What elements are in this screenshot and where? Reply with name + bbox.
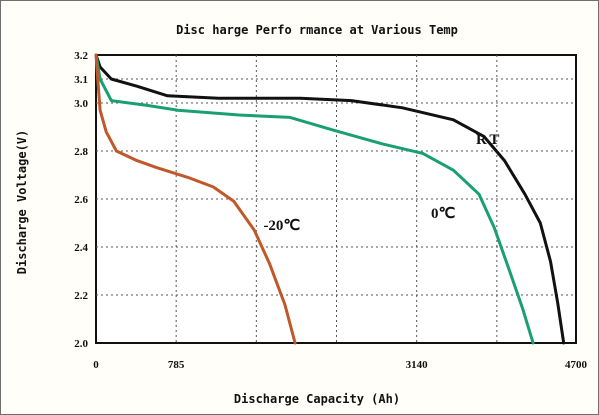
series-line-20 <box>94 53 297 345</box>
series-label-0: 0℃ <box>431 206 456 222</box>
y-tick-label: 2.2 <box>74 290 88 302</box>
x-tick-label: 3140 <box>406 359 429 371</box>
series-layer <box>94 53 566 345</box>
y-tick-label: 2.8 <box>74 146 88 158</box>
y-tick-label: 2.6 <box>74 194 88 206</box>
x-tick-label: 4700 <box>565 359 588 371</box>
series-line-rt <box>94 53 566 345</box>
series-label-20: -20℃ <box>263 218 300 234</box>
x-axis-label: Discharge Capacity (Ah) <box>234 392 400 406</box>
x-tick-label: 0 <box>93 359 99 371</box>
x-tick-label: 785 <box>168 359 185 371</box>
series-label-rt: RT <box>476 132 502 148</box>
y-tick-label: 3.0 <box>74 98 88 110</box>
series-line-0 <box>94 53 535 345</box>
y-tick-label: 3.2 <box>74 50 88 62</box>
y-tick-label: 2.4 <box>74 242 88 254</box>
y-tick-label: 3.1 <box>74 74 88 86</box>
chart-title: Disc harge Perfo rmance at Various Temp <box>176 23 458 37</box>
y-tick-label: 2.0 <box>74 338 88 350</box>
tick-labels: 2.0 2.2 2.4 2.6 2.8 3.0 3.1 3.2 0 785 3140 4700 <box>74 50 587 371</box>
y-axis-label: Discharge Voltage(V) <box>15 130 29 275</box>
series-labels: RT 0℃ -20℃ <box>263 132 502 234</box>
